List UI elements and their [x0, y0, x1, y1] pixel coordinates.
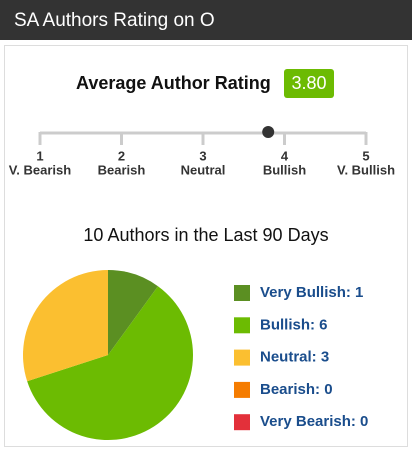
- scale-label: V. Bearish: [9, 162, 71, 177]
- rating-marker: [262, 126, 275, 138]
- scale-number: 3: [199, 148, 206, 163]
- legend-label: Bearish: 0: [260, 381, 333, 398]
- chart-title: 10 Authors in the Last 90 Days: [83, 225, 328, 245]
- scale-label: Bullish: [263, 162, 306, 177]
- scale-number: 2: [118, 148, 125, 163]
- legend-label: Bullish: 6: [260, 316, 328, 333]
- scale-label: V. Bullish: [337, 162, 395, 177]
- legend-label: Neutral: 3: [260, 349, 329, 366]
- legend-label: Very Bullish: 1: [260, 284, 363, 301]
- rating-badge: [284, 69, 334, 98]
- legend-swatch: [234, 414, 250, 431]
- pie-slice: [22, 270, 109, 382]
- header-title: SA Authors Rating on O: [14, 10, 215, 31]
- legend-label: Very Bearish: 0: [260, 413, 368, 430]
- legend-swatch: [234, 285, 250, 301]
- header-bar: [0, 0, 412, 40]
- rating-value: 3.80: [291, 73, 326, 93]
- scale-number: 1: [36, 148, 43, 163]
- pie-slice: [108, 270, 158, 355]
- scale-label: Neutral: [181, 162, 226, 177]
- legend-swatch: [234, 317, 250, 334]
- scale-label: Bearish: [98, 162, 146, 177]
- scale-number: 5: [362, 148, 369, 163]
- legend-swatch: [234, 349, 250, 366]
- scale-number: 4: [281, 148, 289, 163]
- rating-title: Average Author Rating: [76, 73, 271, 93]
- pie-slice: [27, 286, 193, 440]
- legend-swatch: [234, 381, 250, 398]
